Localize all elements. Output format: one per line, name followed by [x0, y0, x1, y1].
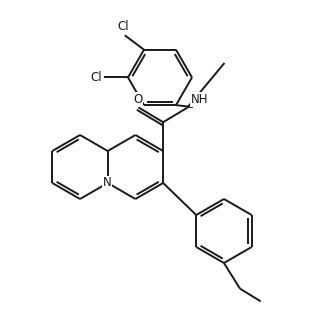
Text: N: N [103, 176, 111, 189]
Text: Cl: Cl [117, 20, 129, 33]
Text: O: O [133, 93, 142, 106]
Text: Cl: Cl [91, 71, 102, 84]
Text: NH: NH [191, 93, 208, 106]
